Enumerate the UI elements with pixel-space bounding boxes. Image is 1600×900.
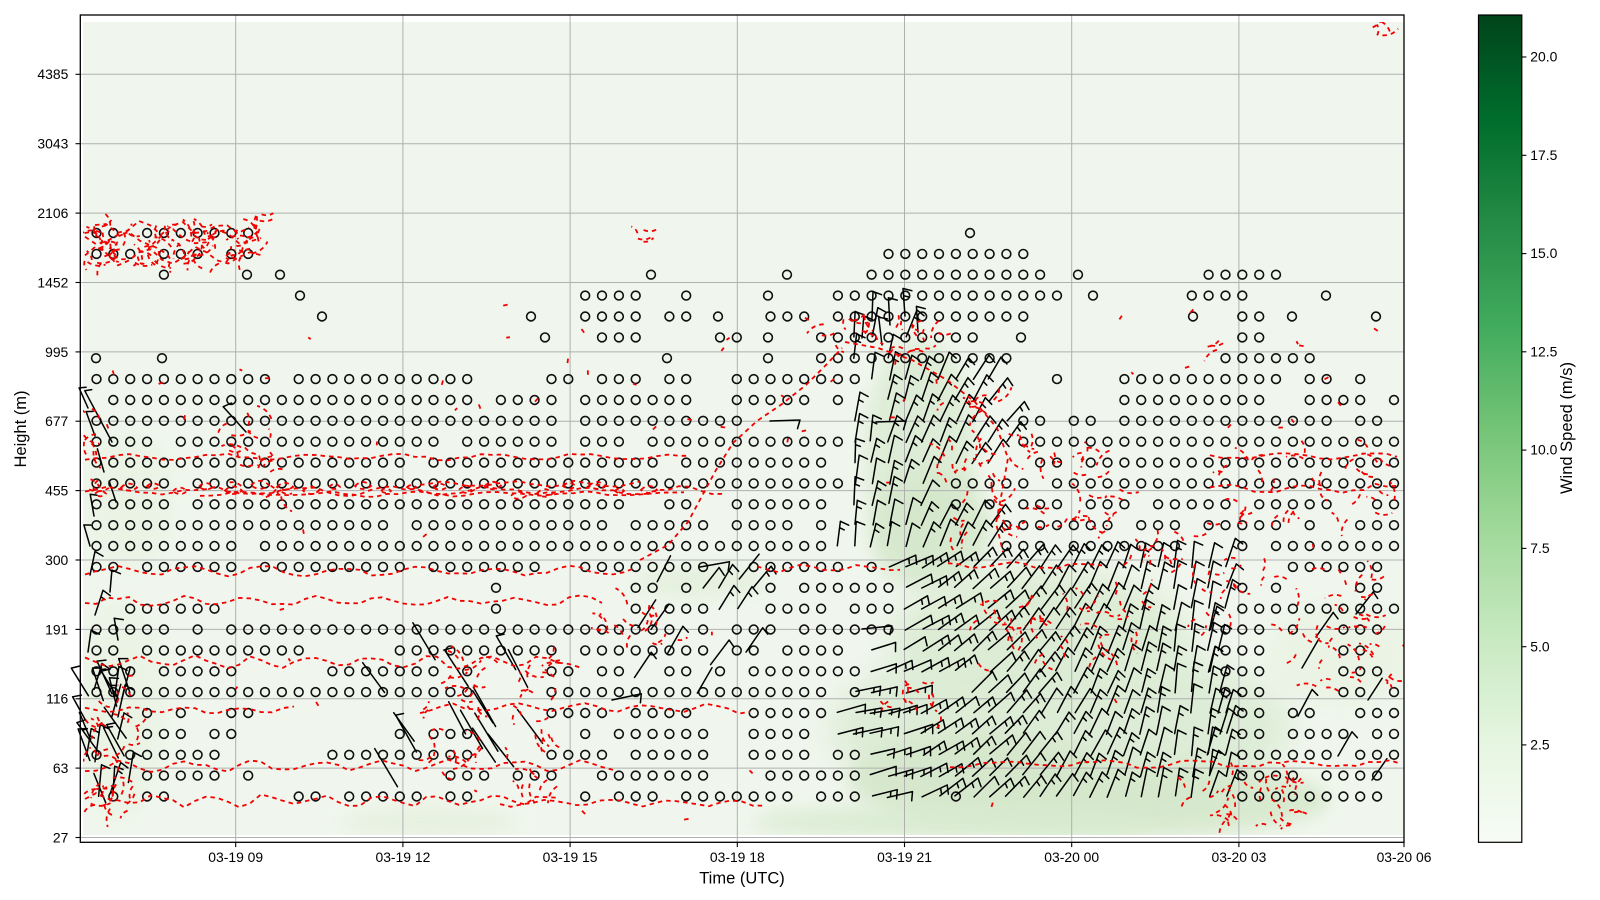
svg-text:2106: 2106	[37, 205, 68, 221]
svg-text:116: 116	[46, 691, 68, 707]
svg-text:1452: 1452	[37, 274, 68, 290]
svg-text:2.5: 2.5	[1530, 737, 1550, 753]
svg-text:03-20 06: 03-20 06	[1377, 849, 1432, 865]
svg-text:995: 995	[45, 344, 68, 360]
svg-text:Time (UTC): Time (UTC)	[699, 869, 785, 887]
svg-text:27: 27	[53, 829, 69, 845]
svg-text:3043: 3043	[37, 136, 68, 152]
svg-text:7.5: 7.5	[1530, 540, 1550, 556]
svg-text:Height (m): Height (m)	[12, 390, 30, 467]
svg-text:191: 191	[45, 621, 68, 637]
svg-text:455: 455	[45, 483, 68, 499]
svg-text:03-19 12: 03-19 12	[375, 849, 430, 865]
svg-text:03-19 21: 03-19 21	[877, 849, 932, 865]
svg-text:03-19 15: 03-19 15	[543, 849, 598, 865]
svg-text:Wind Speed (m/s): Wind Speed (m/s)	[1558, 362, 1576, 494]
svg-text:10.0: 10.0	[1530, 442, 1557, 458]
svg-text:20.0: 20.0	[1530, 49, 1557, 65]
svg-text:12.5: 12.5	[1530, 343, 1557, 359]
svg-text:17.5: 17.5	[1530, 147, 1557, 163]
svg-text:5.0: 5.0	[1530, 638, 1550, 654]
svg-text:03-20 03: 03-20 03	[1211, 849, 1266, 865]
svg-text:63: 63	[53, 760, 69, 776]
svg-text:03-19 09: 03-19 09	[208, 849, 263, 865]
svg-text:300: 300	[45, 552, 68, 568]
svg-text:4385: 4385	[37, 66, 68, 82]
svg-text:677: 677	[45, 413, 68, 429]
svg-text:03-20 00: 03-20 00	[1044, 849, 1099, 865]
svg-text:03-19 18: 03-19 18	[710, 849, 765, 865]
svg-text:15.0: 15.0	[1530, 245, 1557, 261]
